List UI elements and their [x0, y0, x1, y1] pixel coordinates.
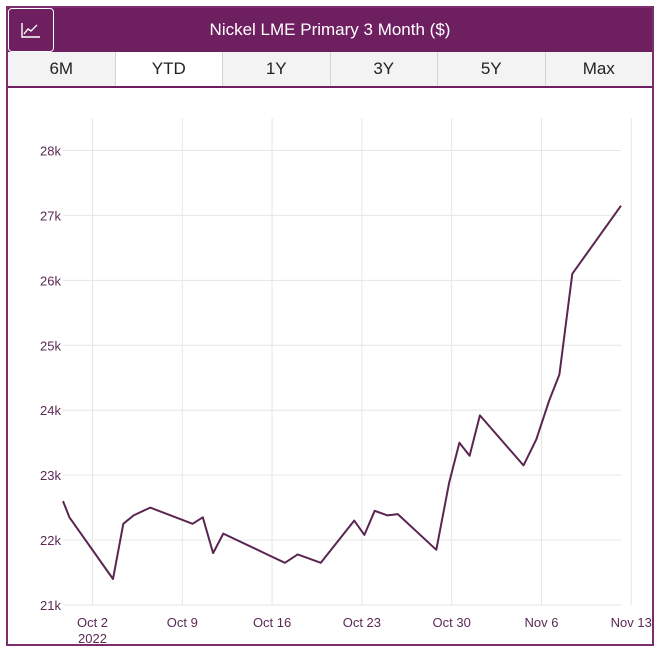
x-tick-label: Oct 30: [433, 615, 471, 630]
y-tick-label: 21k: [40, 598, 61, 613]
price-series-line: [62, 205, 622, 580]
grid-lines: [63, 118, 632, 606]
x-tick-label: Oct 9: [167, 615, 198, 630]
chart-header: Nickel LME Primary 3 Month ($): [8, 8, 652, 52]
tab-max[interactable]: Max: [582, 59, 615, 78]
y-tick-label: 25k: [40, 338, 61, 353]
tab-ytd[interactable]: YTD: [115, 52, 223, 86]
y-axis-ticks: 21k 22k 23k 24k 25k 26k 27k 28k: [40, 143, 61, 613]
x-tick-label: Oct 23: [343, 615, 381, 630]
y-tick-label: 26k: [40, 273, 61, 288]
line-chart-icon: [21, 23, 40, 38]
chart-title: Nickel LME Primary 3 Month ($): [209, 20, 451, 39]
tab-3y[interactable]: 3Y: [331, 52, 438, 86]
y-tick-label: 24k: [40, 403, 61, 418]
x-tick-label: Nov 13: [611, 615, 652, 630]
x-tick-sublabel: 2022: [78, 631, 107, 646]
y-tick-label: 28k: [40, 143, 61, 158]
chart-type-button[interactable]: [8, 8, 54, 52]
tab-5y[interactable]: 5Y: [438, 52, 546, 86]
x-tick-label: Oct 2: [77, 615, 108, 630]
y-tick-label: 27k: [40, 208, 61, 223]
y-tick-label: 23k: [40, 468, 61, 483]
y-tick-label: 22k: [40, 533, 61, 548]
range-tabs: 6M YTD 1Y 3Y 5Y Max: [8, 52, 652, 88]
x-tick-label: Oct 16: [253, 615, 291, 630]
tab-1y[interactable]: 1Y: [223, 52, 331, 86]
tab-6m[interactable]: 6M: [8, 52, 116, 86]
chart-widget: Nickel LME Primary 3 Month ($) 6M YTD 1Y…: [6, 6, 654, 646]
x-tick-label: Nov 6: [524, 615, 558, 630]
